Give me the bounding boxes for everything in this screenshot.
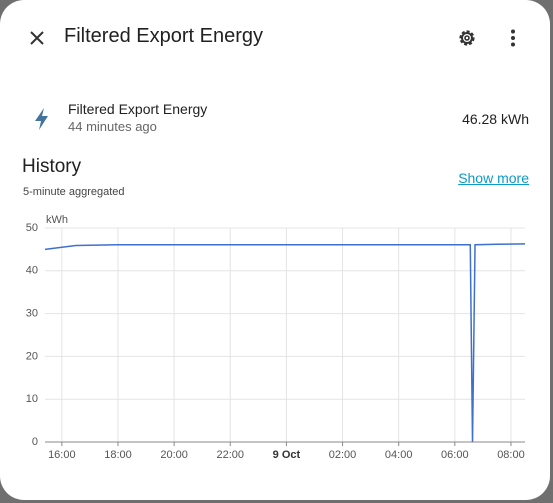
y-tick-label: 40 (26, 265, 38, 277)
y-tick-label: 0 (32, 436, 38, 448)
settings-button[interactable] (456, 27, 478, 49)
show-more-link[interactable]: Show more (458, 170, 529, 186)
y-tick-label: 50 (26, 222, 38, 234)
data-line (44, 243, 526, 443)
entity-icon (35, 108, 48, 130)
chart: kWh 0 10 20 30 40 50 16:00 18:00 20:00 22:00 9 Oct… (26, 214, 526, 461)
history-subtitle: 5-minute aggregated (23, 186, 125, 198)
x-tick-label: 9 Oct (273, 449, 301, 461)
x-tick-label: 16:00 (48, 449, 76, 461)
x-tick-label: 04:00 (385, 449, 413, 461)
x-tick-label: 02:00 (329, 449, 357, 461)
x-tick-label: 20:00 (160, 449, 188, 461)
entity-name: Filtered Export Energy (68, 101, 208, 117)
history-title: History (22, 156, 82, 177)
x-tick-label: 22:00 (216, 449, 244, 461)
x-tick-label: 06:00 (441, 449, 469, 461)
y-tick-label: 10 (26, 393, 38, 405)
y-tick-label: 20 (26, 350, 38, 362)
x-tick-label: 18:00 (104, 449, 132, 461)
close-button[interactable] (26, 27, 48, 49)
last-changed: 44 minutes ago (68, 119, 157, 134)
menu-button[interactable] (502, 27, 524, 49)
dialog-title: Filtered Export Energy (64, 25, 263, 47)
entity-state: 46.28 kWh (462, 111, 529, 127)
y-axis-unit: kWh (46, 214, 68, 226)
y-tick-label: 30 (26, 308, 38, 320)
x-tick-label: 08:00 (497, 449, 525, 461)
